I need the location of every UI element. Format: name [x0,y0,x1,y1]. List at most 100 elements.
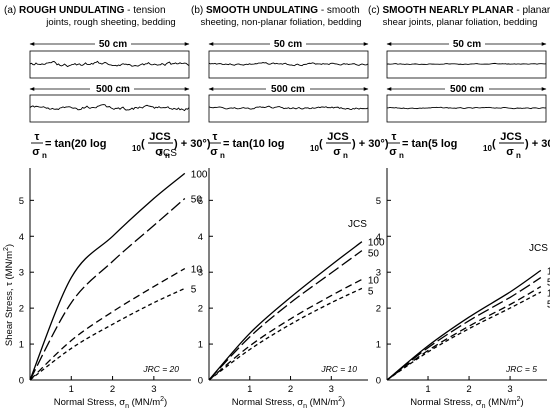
panel-subtitle-c: shear joints, planar foliation, bedding [383,17,538,28]
y-tick-label: 4 [376,232,381,243]
svg-text:10: 10 [310,144,319,153]
panel-subtitle-a: joints, rough sheeting, bedding [45,17,175,28]
dimension-label-500cm: 500 cm [271,84,305,95]
roughness-profile-500cm [208,105,369,111]
x-axis-label: Normal Stress, σn (MN/m2) [54,396,167,410]
y-tick-label: 2 [198,304,203,315]
series-line-jcs-5 [386,291,542,381]
series-line-jcs-10 [386,286,542,381]
series-line-jcs-100 [29,172,186,381]
svg-text:τ: τ [213,131,218,143]
jrc-label: JRC = 10 [320,364,357,374]
legend-header-jcs: JCS [348,219,367,230]
svg-text:(: ( [319,138,323,150]
dim-label-bg [270,38,306,49]
svg-text:τ: τ [35,131,40,143]
series-label-jcs-10: 10 [191,265,203,276]
series-label-jcs-50: 50 [547,277,550,288]
svg-text:= tan(5 log: = tan(5 log [402,138,457,150]
svg-text:(: ( [141,138,145,150]
x-tick-label: 2 [110,384,115,395]
panel-title-a: (a) ROUGH UNDULATING - tension [4,5,166,16]
x-tick-label: 3 [329,384,334,395]
dim-label-bg [445,83,489,94]
y-tick-label: 1 [376,340,381,351]
roughness-profile-50cm [208,62,369,67]
svg-text:) + 30°): ) + 30°) [174,138,211,150]
roughness-profile-50cm [29,60,190,68]
series-label-jcs-5: 5 [191,284,197,295]
jrc-label: JRC = 20 [142,364,179,374]
dimension-label-500cm: 500 cm [450,84,484,95]
x-tick-label: 1 [247,384,252,395]
dim-label-bg [266,83,310,94]
profile-box-500cm [29,94,190,123]
strength-equation-b: τ σ n = tan(10 log 10 ( JCS σ n ) + 30°) [209,131,389,160]
series-line-jcs-10 [29,268,186,381]
y-axis-label: Shear Stress, τ (MN/m2) [3,244,15,346]
svg-text:n: n [220,151,225,160]
series-label-jcs-50: 50 [191,195,203,206]
y-tick-label: 3 [19,268,24,279]
series-line-jcs-100 [208,241,363,381]
x-tick-label: 1 [69,384,74,395]
series-line-jcs-50 [208,250,363,381]
series-label-jcs-100: 100 [547,266,550,277]
svg-text:(: ( [492,138,496,150]
series-line-jcs-50 [386,277,542,381]
series-label-jcs-5: 5 [368,286,374,297]
panel-title-c: (c) SMOOTH NEARLY PLANAR - planar [368,5,550,16]
dimension-label-50cm: 50 cm [274,39,302,50]
y-tick-label: 1 [198,340,203,351]
svg-text:σ: σ [155,146,163,158]
legend-header-jcs: JCS [158,148,177,159]
panel-title-b: (b) SMOOTH UNDULATING - smooth [191,5,360,16]
profile-box-50cm [386,50,547,79]
panel-smooth-nearly-planar: (c) SMOOTH NEARLY PLANAR - planar shear … [368,5,550,410]
y-tick-label: 3 [376,268,381,279]
svg-text:10: 10 [132,144,141,153]
series-label-jcs-5: 5 [547,299,550,310]
roughness-profile-50cm [386,62,547,65]
series-line-jcs-100 [386,269,542,381]
x-tick-label: 3 [507,384,512,395]
y-tick-label: 2 [376,304,381,315]
svg-text:JCS: JCS [500,131,521,143]
legend-header-jcs: JCS [529,243,548,254]
x-axis-label: Normal Stress, σn (MN/m2) [232,396,345,410]
y-tick-label: 2 [19,304,24,315]
x-axis-label: Normal Stress, σn (MN/m2) [410,396,523,410]
y-tick-label: 5 [19,196,24,207]
svg-text:σ: σ [389,146,397,158]
strength-equation-a: τ σ n = tan(20 log 10 ( JCS σ n ) + 30°) [31,131,211,160]
series-label-jcs-100: 100 [368,238,385,249]
series-line-jcs-5 [29,287,186,381]
panel-subtitle-b: sheeting, non-planar foliation, bedding [200,17,361,28]
svg-text:10: 10 [483,144,492,153]
dim-label-bg [95,38,131,49]
svg-text:σ: σ [32,146,40,158]
y-tick-label: 1 [19,340,24,351]
x-tick-label: 3 [151,384,156,395]
panel-smooth-undulating: (b) SMOOTH UNDULATING - smooth sheeting,… [191,5,389,410]
y-tick-label: 0 [19,376,24,387]
svg-text:n: n [42,151,47,160]
svg-text:τ: τ [392,131,397,143]
x-tick-label: 1 [425,384,430,395]
svg-text:) + 30°): ) + 30°) [352,138,389,150]
strength-equation-c: τ σ n = tan(5 log 10 ( JCS σ n ) + 30°) [388,131,550,160]
svg-text:σ: σ [333,146,341,158]
dim-label-bg [449,38,485,49]
roughness-profile-500cm [386,106,547,110]
y-tick-label: 4 [198,232,203,243]
series-line-jcs-50 [29,198,186,381]
svg-text:) + 30°): ) + 30°) [525,138,550,150]
y-tick-label: 5 [376,196,381,207]
y-tick-label: 4 [19,232,24,243]
series-line-jcs-10 [208,278,363,381]
svg-text:n: n [165,151,170,160]
svg-text:σ: σ [210,146,218,158]
series-line-jcs-5 [208,287,363,381]
